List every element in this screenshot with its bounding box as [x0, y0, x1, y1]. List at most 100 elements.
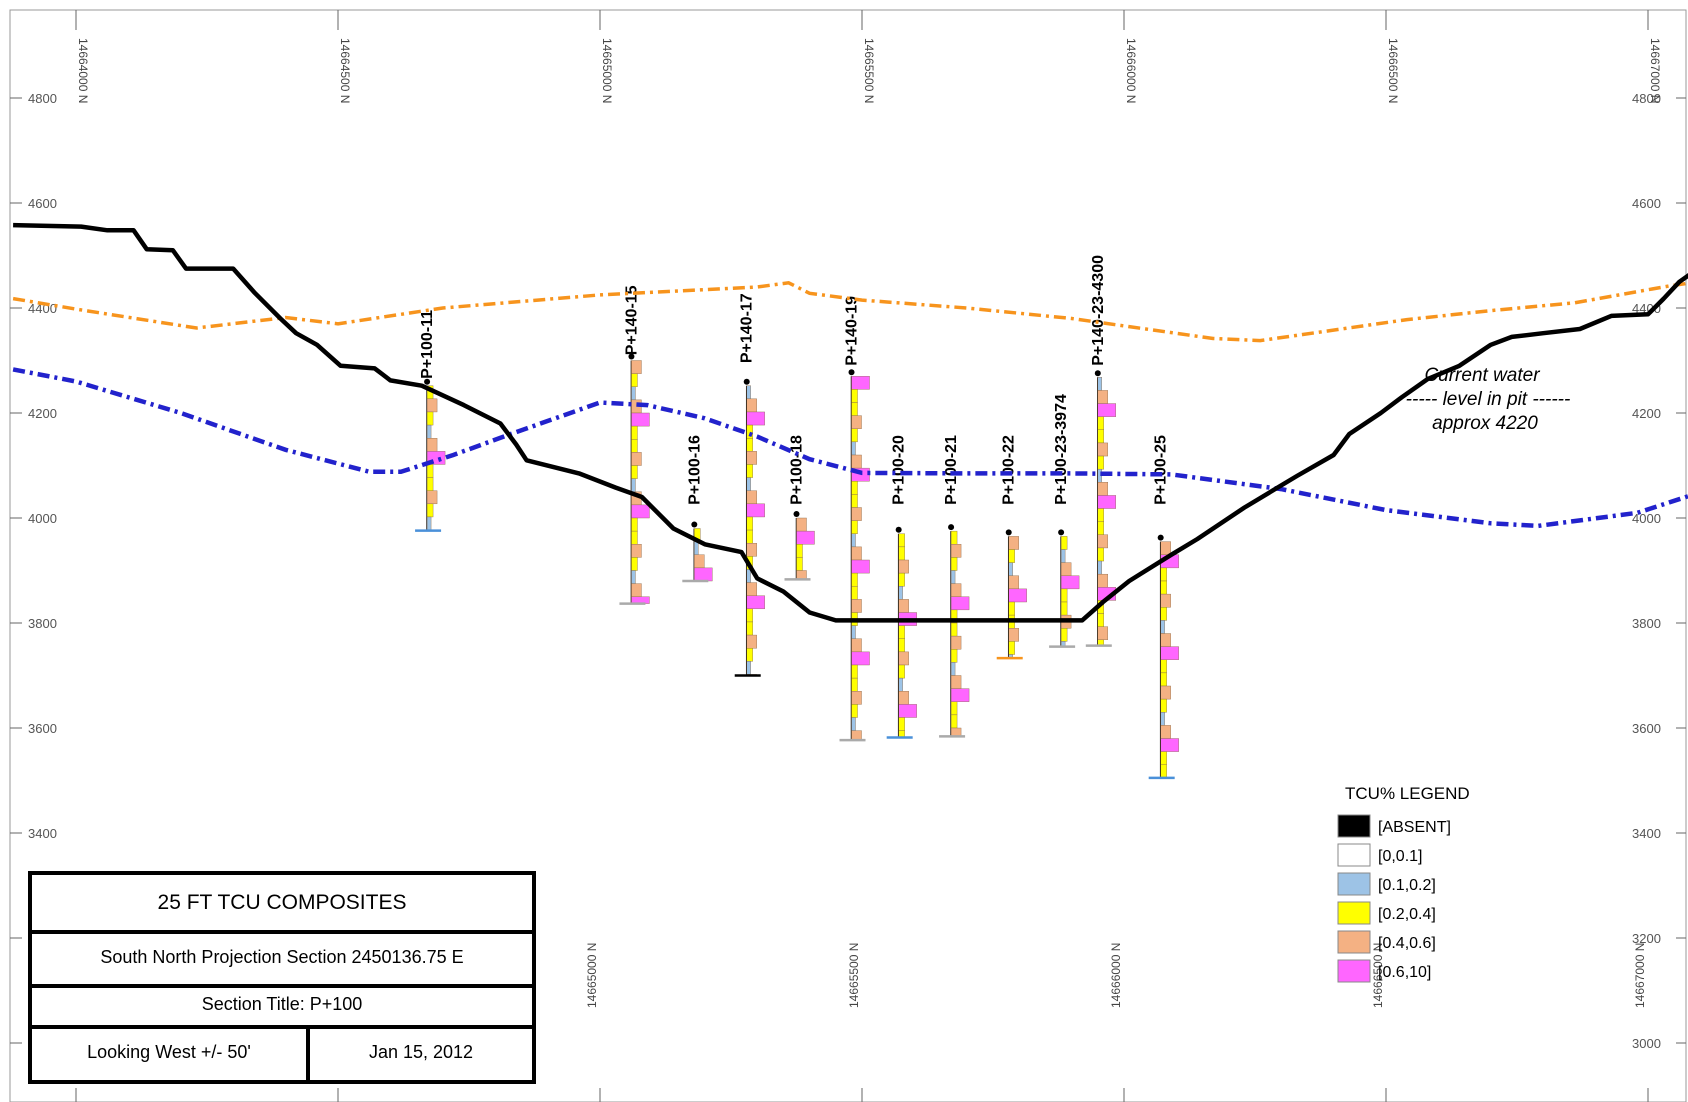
composite-interval [1008, 575, 1019, 590]
hole-collar [691, 521, 698, 528]
hole-label: P+140-23-4300 [1090, 255, 1107, 366]
composite-interval [1097, 573, 1109, 588]
composite-interval [746, 516, 753, 531]
composite-interval [746, 490, 757, 505]
legend-swatch [1337, 814, 1371, 838]
composite-interval [1097, 403, 1117, 417]
legend-swatch [1337, 901, 1371, 925]
hole-collar [948, 524, 955, 531]
composite-interval [631, 557, 638, 571]
legend-label: [ABSENT] [1378, 819, 1451, 836]
composite-interval [851, 638, 862, 653]
legend-label: [0.4,0.6] [1378, 935, 1436, 952]
composite-interval [851, 546, 862, 561]
composite-interval [950, 714, 958, 729]
composite-interval [746, 438, 753, 452]
composite-interval [631, 452, 642, 466]
composite-interval [1097, 482, 1109, 496]
composite-interval [796, 570, 807, 580]
hole-collar [424, 378, 431, 385]
composite-interval [1097, 547, 1105, 562]
legend-swatch [1337, 930, 1371, 954]
elev-label-right: 3400 [1632, 826, 1661, 841]
composite-interval [1097, 377, 1103, 391]
composite-interval [631, 504, 650, 519]
composite-interval [746, 608, 753, 623]
composite-interval [950, 570, 956, 584]
composite-interval [898, 599, 909, 613]
composite-interval [851, 664, 858, 679]
composite-interval [631, 544, 642, 558]
composite-interval [746, 621, 753, 636]
elev-label-left: 4600 [28, 196, 57, 211]
composite-interval [1160, 751, 1167, 765]
title-block-looking: Looking West +/- 50' [32, 1025, 310, 1080]
composite-interval [1160, 738, 1179, 752]
composite-interval [746, 634, 757, 649]
composite-interval [631, 412, 650, 427]
composite-interval [426, 516, 432, 531]
composite-interval [631, 478, 636, 492]
composite-interval [851, 730, 862, 741]
hole-collar [1058, 529, 1065, 536]
composite-interval [898, 533, 905, 548]
composite-interval [796, 544, 803, 558]
composite-interval [898, 546, 905, 561]
composite-interval [1060, 562, 1072, 576]
composite-interval [746, 464, 753, 478]
composite-interval [1160, 646, 1179, 660]
composite-interval [1160, 712, 1165, 726]
northing-label-bottom: 14665500 N [847, 943, 861, 1008]
composite-interval [898, 677, 903, 692]
composite-interval [1160, 698, 1167, 713]
composite-interval [950, 596, 970, 611]
elev-label-left: 4800 [28, 91, 57, 106]
orange-dashed-line [12, 280, 1688, 343]
northing-label-top: 14665000 N [600, 38, 614, 103]
hole-label: P+100-25 [1153, 435, 1170, 505]
composite-interval [1097, 390, 1109, 404]
title-block-footer: Looking West +/- 50' Jan 15, 2012 [32, 1025, 532, 1080]
composite-interval [851, 533, 856, 548]
blue-dashed-line [12, 367, 1688, 529]
composite-interval [426, 490, 438, 505]
hole-collar [628, 353, 635, 360]
composite-interval [950, 727, 962, 737]
composite-interval [1097, 429, 1105, 444]
water-level-note: Current water ----- level in pit ------ … [1406, 365, 1571, 434]
title-block-date: Jan 15, 2012 [368, 1042, 474, 1062]
composite-interval [694, 567, 713, 582]
elev-label-left: 4200 [28, 406, 57, 421]
legend-swatch [1337, 843, 1371, 867]
hole-collar [1094, 370, 1101, 377]
composite-interval [1160, 659, 1167, 674]
composite-interval [631, 583, 642, 597]
composite-interval [851, 454, 862, 469]
composite-interval [1097, 455, 1105, 470]
composite-interval [851, 599, 862, 613]
topography-line [13, 222, 1688, 623]
composite-interval [746, 411, 765, 426]
hole-label: P+140-19 [844, 296, 861, 366]
composite-interval [1097, 534, 1109, 549]
composite-interval [851, 415, 862, 429]
composite-interval [1060, 628, 1068, 642]
northing-label-top: 14665500 N [862, 38, 876, 103]
composite-interval [746, 661, 751, 675]
composite-interval [898, 651, 909, 666]
composite-interval [898, 572, 905, 587]
composite-interval [746, 543, 757, 557]
northing-label-top: 14667000 N [1648, 38, 1662, 103]
hole-collar [793, 511, 800, 517]
composite-interval [746, 503, 765, 518]
elev-label-left: 4000 [28, 511, 57, 526]
hole-collar [1005, 529, 1012, 536]
northing-label-bottom: 14667000 N [1633, 943, 1647, 1008]
composite-interval [851, 691, 862, 705]
title-block-title: 25 FT TCU COMPOSITES [32, 875, 532, 934]
elev-label-right: 3000 [1632, 1036, 1661, 1051]
northing-label-bottom: 14666000 N [1109, 943, 1123, 1008]
hole-collar [848, 369, 855, 376]
composite-interval [631, 425, 638, 440]
composite-interval [950, 649, 958, 663]
